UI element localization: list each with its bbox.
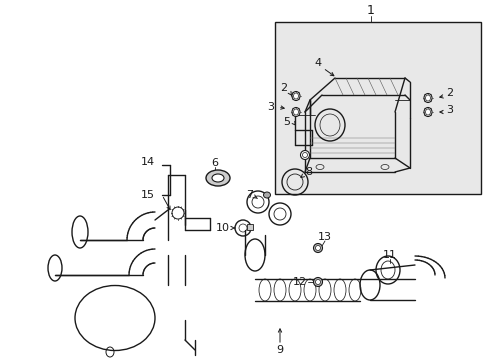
Ellipse shape xyxy=(263,192,270,198)
Text: 11: 11 xyxy=(382,250,396,260)
Ellipse shape xyxy=(291,91,299,100)
Ellipse shape xyxy=(423,94,431,103)
Ellipse shape xyxy=(313,243,322,252)
Ellipse shape xyxy=(300,150,309,159)
Ellipse shape xyxy=(205,170,229,186)
Ellipse shape xyxy=(423,108,431,117)
Text: 3: 3 xyxy=(445,105,452,115)
Bar xyxy=(274,22,480,194)
Bar xyxy=(246,224,252,230)
Ellipse shape xyxy=(172,207,183,219)
Text: 12: 12 xyxy=(292,277,306,287)
Text: 14: 14 xyxy=(141,157,155,167)
Text: 4: 4 xyxy=(314,58,321,68)
Text: 9: 9 xyxy=(276,345,283,355)
Text: 1: 1 xyxy=(366,4,374,17)
Text: 3: 3 xyxy=(267,102,274,112)
Ellipse shape xyxy=(291,108,299,117)
Text: 10: 10 xyxy=(216,223,229,233)
Text: 8: 8 xyxy=(305,167,311,177)
Text: 5: 5 xyxy=(283,117,290,127)
Ellipse shape xyxy=(315,279,320,284)
Text: 2: 2 xyxy=(445,88,452,98)
Text: 15: 15 xyxy=(141,190,155,200)
Text: 7: 7 xyxy=(246,190,253,200)
Text: 2: 2 xyxy=(280,83,287,93)
Text: 6: 6 xyxy=(211,158,218,168)
Ellipse shape xyxy=(212,174,224,182)
Ellipse shape xyxy=(315,246,320,251)
Text: 13: 13 xyxy=(317,232,331,242)
Ellipse shape xyxy=(313,278,322,287)
